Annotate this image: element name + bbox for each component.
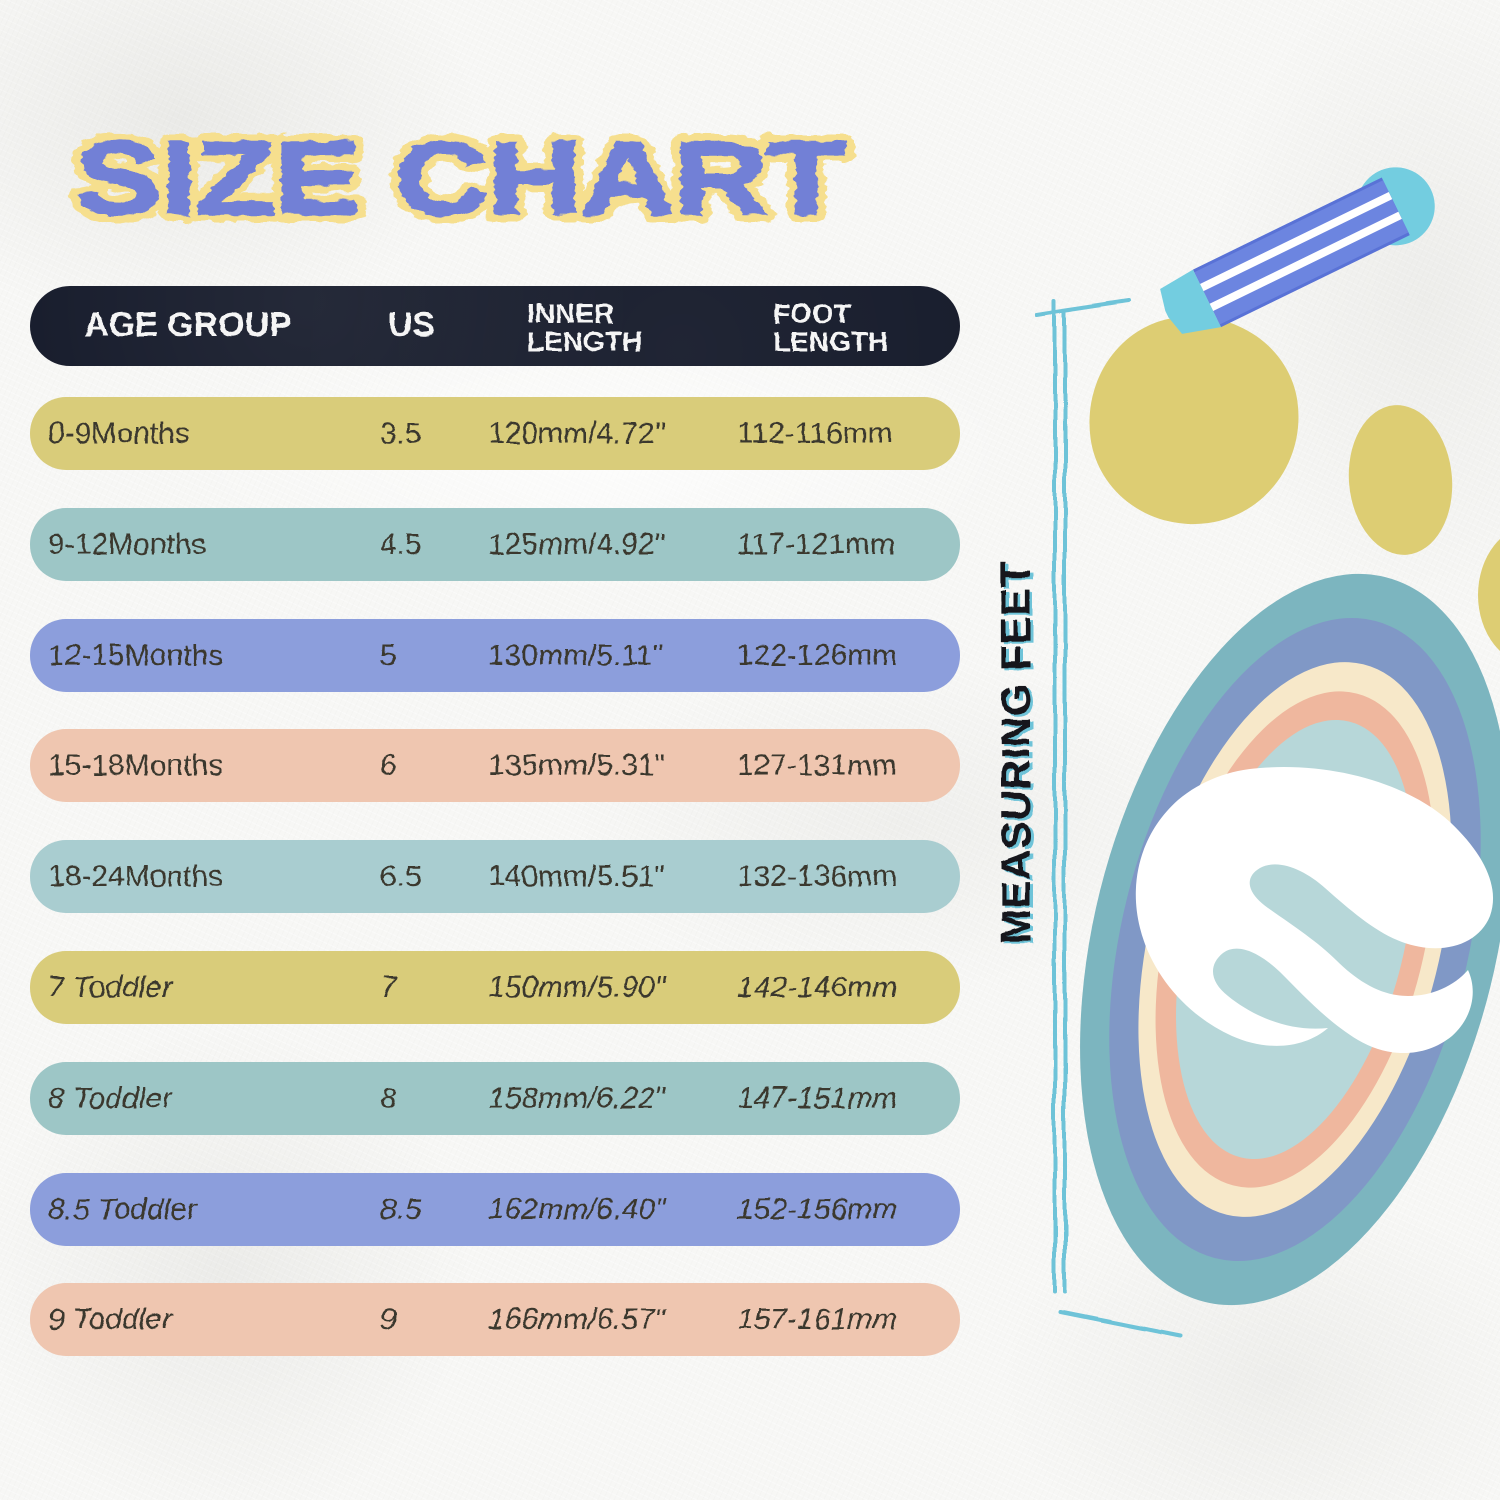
svg-text:MEASURING FEET: MEASURING FEET xyxy=(992,561,1039,944)
